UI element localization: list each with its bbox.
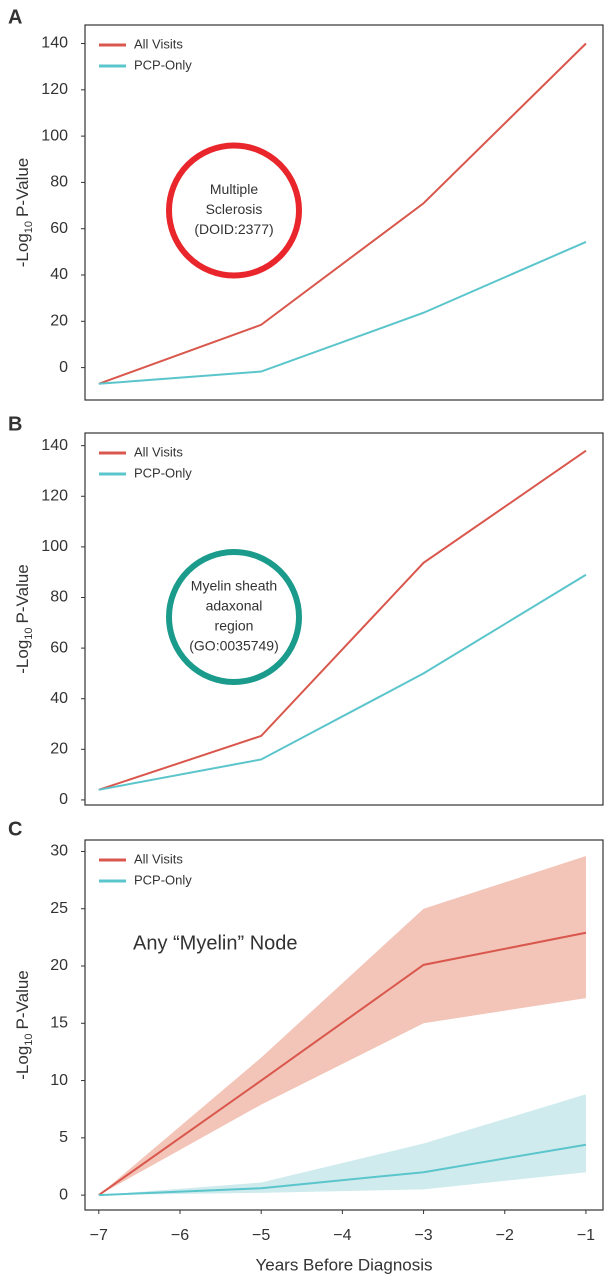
y-tick-label: 30	[50, 843, 68, 860]
annotation-text: Sclerosis	[206, 201, 263, 217]
annotation-circle	[166, 549, 302, 685]
annotation-text: (GO:0035749)	[189, 638, 279, 654]
y-label-base: -Log	[13, 1046, 32, 1080]
annotation-text: adaxonal	[206, 598, 263, 614]
y-tick-label: 40	[50, 266, 68, 283]
legend-label: PCP-Only	[134, 57, 192, 72]
series-line	[98, 573, 587, 791]
x-tick-label: −2	[496, 1227, 514, 1244]
x-tick-label: −3	[414, 1227, 432, 1244]
legend-label: PCP-Only	[134, 465, 192, 480]
y-tick-label: 120	[41, 81, 68, 98]
y-tick-label: 80	[50, 174, 68, 191]
y-label-rest: P-Value	[13, 158, 32, 217]
y-tick-label: 100	[41, 538, 68, 555]
series-line	[98, 42, 587, 385]
y-label-rest: P-Value	[13, 970, 32, 1029]
legend-label: All Visits	[134, 851, 183, 866]
y-tick-label: 25	[50, 900, 68, 917]
series-line	[98, 1143, 587, 1197]
plot-frame	[84, 839, 604, 1211]
legend-label: All Visits	[134, 444, 183, 459]
x-tick-label: −7	[90, 1227, 108, 1244]
y-tick-label: 10	[50, 1072, 68, 1089]
y-tick-label: 80	[50, 589, 68, 606]
y-label-base: -Log	[13, 233, 32, 267]
legend-label: PCP-Only	[134, 872, 192, 887]
y-tick-label: 5	[59, 1129, 68, 1146]
annotation-text: Multiple	[210, 181, 258, 197]
y-label-rest: P-Value	[13, 564, 32, 623]
y-tick-label: 60	[50, 220, 68, 237]
series-line	[98, 931, 587, 1196]
x-axis-label: Years Before Diagnosis	[255, 1255, 432, 1274]
y-label-subscript: 10	[23, 627, 35, 639]
y-axis-label: -Log10 P-Value	[13, 970, 34, 1080]
y-tick-label: 140	[41, 437, 68, 454]
annotation-text: Myelin sheath	[191, 578, 277, 594]
y-tick-label: 0	[59, 791, 68, 808]
y-axis-label: -Log10 P-Value	[13, 564, 34, 674]
y-axis-label: -Log10 P-Value	[13, 158, 34, 268]
annotation-text: Any “Myelin” Node	[133, 932, 298, 954]
y-label-subscript: 10	[23, 1033, 35, 1045]
x-tick-label: −5	[252, 1227, 270, 1244]
y-tick-label: 0	[59, 359, 68, 376]
series-line	[98, 449, 587, 791]
y-tick-label: 140	[41, 35, 68, 52]
y-tick-label: 20	[50, 313, 68, 330]
x-tick-label: −4	[333, 1227, 351, 1244]
x-tick-label: −6	[171, 1227, 189, 1244]
y-tick-label: 15	[50, 1015, 68, 1032]
panel-label: B	[8, 413, 22, 435]
annotation-text: (DOID:2377)	[194, 221, 273, 237]
confidence-band	[98, 1094, 586, 1196]
panel-label: C	[8, 818, 22, 840]
panel-label: A	[8, 6, 22, 28]
y-tick-label: 100	[41, 127, 68, 144]
annotation-text: region	[215, 618, 254, 634]
y-tick-label: 120	[41, 487, 68, 504]
y-label-base: -Log	[13, 640, 32, 674]
plot-frame	[84, 24, 604, 401]
plot-frame	[84, 432, 604, 806]
y-tick-label: 20	[50, 741, 68, 758]
y-tick-label: 60	[50, 639, 68, 656]
y-label-subscript: 10	[23, 221, 35, 233]
series-line	[98, 240, 587, 385]
y-tick-label: 20	[50, 957, 68, 974]
y-tick-label: 0	[59, 1186, 68, 1203]
legend-label: All Visits	[134, 36, 183, 51]
x-tick-label: −1	[577, 1227, 595, 1244]
y-tick-label: 40	[50, 690, 68, 707]
annotation-circle	[166, 142, 302, 279]
